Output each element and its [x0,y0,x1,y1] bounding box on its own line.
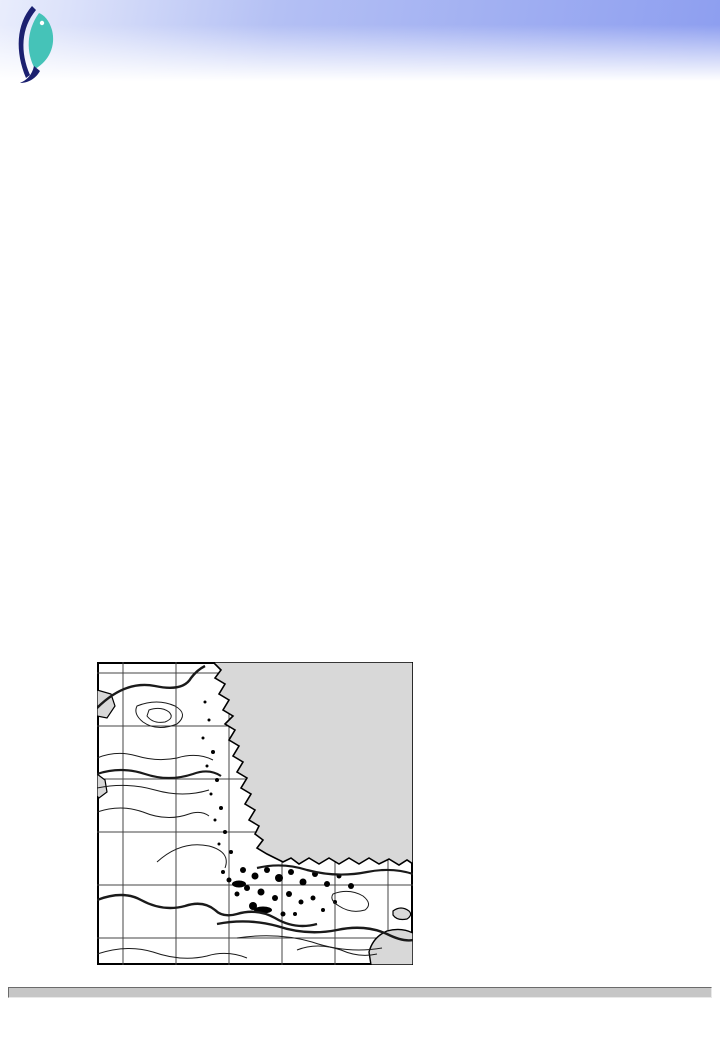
institute-logo [6,2,236,86]
fish-logo-icon [18,6,54,83]
current-vs-normal-temperature-chart [0,378,720,660]
map-land [97,662,413,965]
multi-year-temperature-chart [0,86,720,371]
map-canvas [97,662,413,965]
map-isotherms [97,664,413,959]
header-banner [0,0,720,88]
sst-contour-map [97,662,413,965]
footer-divider [8,987,712,998]
